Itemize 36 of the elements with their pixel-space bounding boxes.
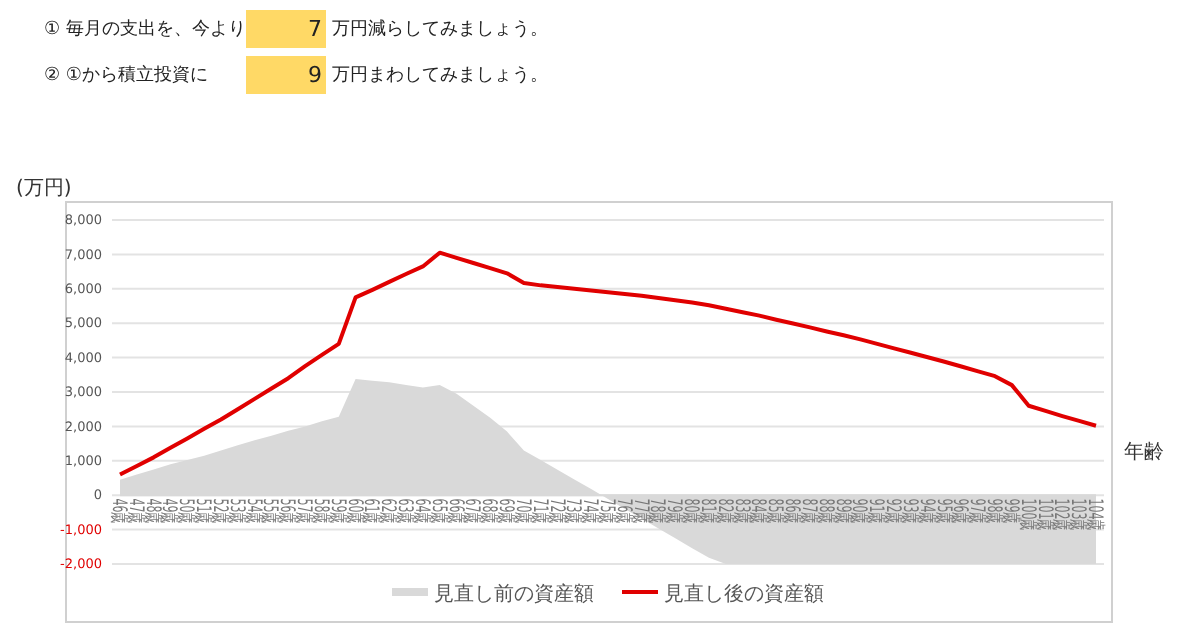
- text: 万円減らしてみましょう。: [332, 18, 548, 40]
- text: 9: [308, 62, 322, 88]
- x-tick-label: 52歳: [209, 498, 232, 524]
- x-tick-label: 46歳: [108, 498, 131, 524]
- x-tick-label: 102歳: [1050, 498, 1073, 531]
- x-tick-label: 57歳: [293, 498, 316, 524]
- x-tick-label: 63歳: [394, 498, 417, 524]
- x-tick-label: 62歳: [377, 498, 400, 524]
- x-tick-label: 97歳: [966, 498, 989, 524]
- x-tick-label: 86歳: [781, 498, 804, 524]
- x-tick-label: 73歳: [562, 498, 585, 524]
- y-axis-title: (万円): [16, 178, 72, 200]
- text: ② ①から積立投資に: [44, 64, 208, 86]
- x-tick-label: 80歳: [680, 498, 703, 524]
- legend-label: 見直し後の資産額: [664, 582, 824, 606]
- x-tick-label: 68歳: [478, 498, 501, 524]
- x-tick-label: 92歳: [882, 498, 905, 524]
- x-tick-label: 103歳: [1067, 498, 1090, 531]
- text: 7: [308, 16, 322, 42]
- x-tick-label: 91歳: [865, 498, 888, 524]
- line-series: [118, 250, 1098, 477]
- x-tick-label: 75歳: [596, 498, 619, 524]
- x-tick-label: 69歳: [495, 498, 518, 524]
- x-tick-label: 81歳: [697, 498, 720, 524]
- x-axis-title: 年齢: [1124, 440, 1164, 464]
- x-tick-label: 98歳: [983, 498, 1006, 524]
- x-tick-label: 56歳: [276, 498, 299, 524]
- legend-label: 見直し前の資産額: [434, 582, 594, 606]
- x-tick-label: 50歳: [175, 498, 198, 524]
- x-tick-label: 79歳: [663, 498, 686, 524]
- text: ① 毎月の支出を、今より: [44, 18, 246, 40]
- x-tick-label: 104歳: [1084, 498, 1107, 531]
- x-tick-label: 74歳: [579, 498, 602, 524]
- x-tick-label: 85歳: [764, 498, 787, 524]
- x-tick-label: 51歳: [192, 498, 215, 524]
- text: 万円まわしてみましょう。: [332, 66, 548, 86]
